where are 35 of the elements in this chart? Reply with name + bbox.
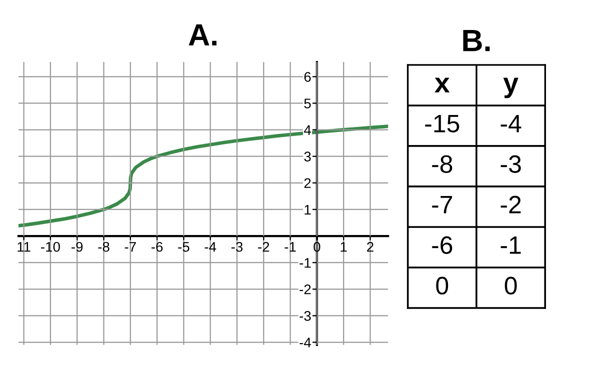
data-label: -8 (432, 155, 452, 173)
x-tick-label: -5 (178, 242, 190, 252)
x-tick-label: -10 (41, 242, 60, 252)
x-tick-label: x (434, 78, 450, 92)
y-tick-label: -3 (300, 311, 311, 321)
data-label: 0 (504, 276, 517, 295)
data-label: -3 (500, 155, 521, 173)
y-tick-label: 5 (304, 98, 311, 108)
x-tick-label: -9 (72, 242, 83, 252)
x-tick-label: 11 (18, 242, 30, 252)
x-tick-label: -7 (124, 242, 136, 252)
x-tick-label: 1 (340, 242, 347, 252)
chart-title: B. (463, 30, 490, 52)
y-tick-label: -4 (300, 338, 311, 348)
data-label: -7 (432, 196, 452, 214)
data-label: 0 (436, 276, 448, 295)
x-tick-label: -4 (204, 242, 216, 252)
x-tick-label: -1 (284, 242, 296, 252)
y-tick-label: 6 (304, 72, 311, 82)
y-tick-label: 3 (304, 152, 311, 162)
y-tick-label: 2 (304, 178, 311, 188)
data-label: -15 (425, 115, 460, 132)
chart-title: A. (188, 24, 216, 46)
y-tick-label: -2 (300, 284, 311, 294)
y-tick-label: -1 (300, 258, 311, 268)
x-tick-label: y (503, 78, 518, 98)
x-tick-label: 2 (367, 242, 374, 252)
x-tick-label: -6 (151, 242, 163, 252)
y-tick-label: 1 (304, 204, 311, 214)
x-tick-label: -2 (258, 242, 270, 252)
x-tick-label: -3 (231, 242, 243, 252)
data-label: -4 (500, 115, 522, 132)
data-label: -2 (500, 196, 521, 214)
y-tick-label: 4 (304, 125, 311, 135)
x-tick-label: -8 (98, 242, 110, 252)
